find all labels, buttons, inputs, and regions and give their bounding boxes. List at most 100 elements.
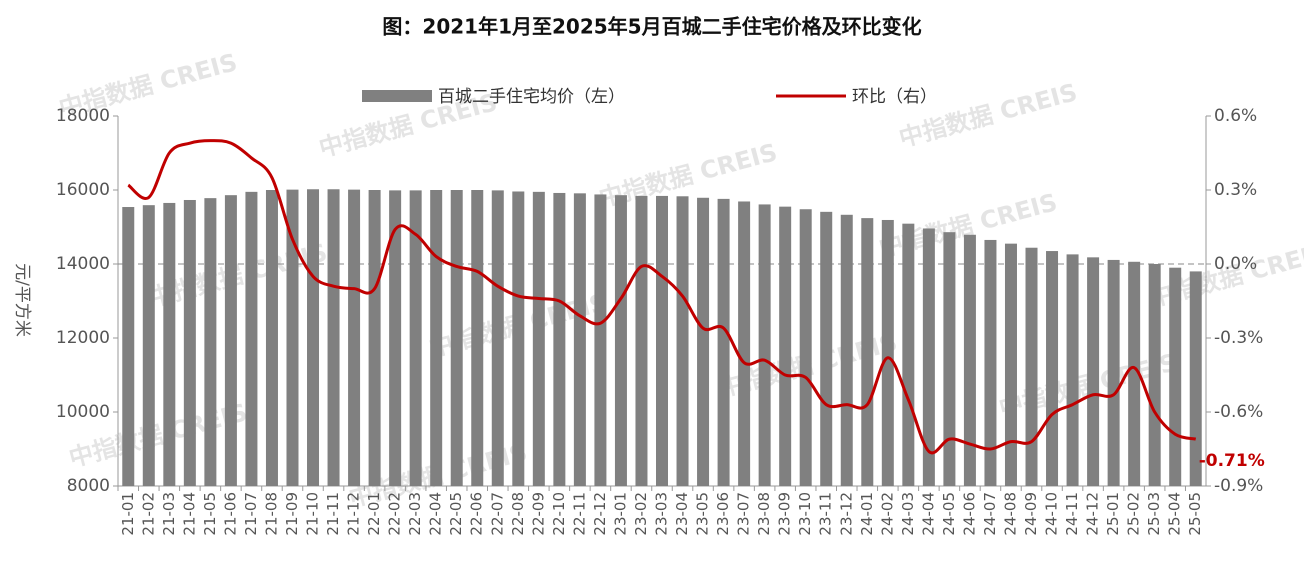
x-tick-label: 22-04 <box>427 492 445 536</box>
bar <box>1148 264 1161 486</box>
x-tick-label: 23-02 <box>632 492 650 536</box>
x-tick-label: 24-07 <box>981 492 999 536</box>
y-tick-label: 12000 <box>56 328 110 348</box>
x-tick-label: 21-06 <box>221 492 239 536</box>
x-tick-label: 22-11 <box>570 492 588 536</box>
bar <box>656 195 668 487</box>
x-tick-label: 22-12 <box>591 492 609 536</box>
y2-tick-label: -0.6% <box>1214 402 1263 422</box>
y-tick-label: 18000 <box>56 106 110 126</box>
x-tick-label: 24-06 <box>960 492 978 536</box>
x-tick-label: 23-08 <box>755 492 773 536</box>
x-tick-label: 24-03 <box>899 492 917 536</box>
bar <box>1004 243 1017 486</box>
bar <box>224 195 237 486</box>
x-tick-label: 23-06 <box>714 492 732 536</box>
bar <box>738 201 751 486</box>
y2-tick-label: 0.0% <box>1214 254 1257 274</box>
bar <box>676 196 689 487</box>
bar <box>430 190 443 486</box>
bar <box>122 207 135 486</box>
y2-tick-label: -0.3% <box>1214 328 1263 348</box>
x-tick-label: 21-05 <box>201 492 219 536</box>
legend-label: 百城二手住宅均价（左） <box>438 87 625 107</box>
data-label: -0.71% <box>1199 451 1265 471</box>
x-tick-label: 25-03 <box>1145 492 1163 536</box>
y-tick-label: 8000 <box>67 476 110 496</box>
x-tick-label: 23-01 <box>611 492 629 536</box>
bar <box>861 218 874 486</box>
x-tick-label: 21-12 <box>345 492 363 536</box>
x-tick-label: 25-04 <box>1166 492 1184 536</box>
bar <box>183 199 196 487</box>
x-tick-label: 23-11 <box>817 492 835 536</box>
x-tick-label: 24-09 <box>1022 492 1040 536</box>
x-tick-label: 25-02 <box>1125 492 1143 536</box>
bar <box>614 195 627 486</box>
y-axis-label: 元/平方米 <box>12 263 32 337</box>
bar <box>1087 257 1100 486</box>
x-tick-label: 25-01 <box>1104 492 1122 536</box>
y-tick-label: 16000 <box>56 180 110 200</box>
y-tick-label: 10000 <box>56 402 110 422</box>
x-tick-label: 21-04 <box>180 492 198 536</box>
x-tick-label: 22-02 <box>386 492 404 536</box>
x-tick-label: 21-11 <box>324 492 342 536</box>
bar <box>142 205 155 487</box>
x-tick-label: 21-03 <box>160 492 178 536</box>
bar <box>348 189 361 486</box>
x-tick-label: 23-07 <box>735 492 753 536</box>
bar <box>1128 261 1141 486</box>
bar <box>327 189 340 486</box>
x-tick-label: 21-09 <box>283 492 301 536</box>
bar <box>245 191 258 486</box>
x-tick-label: 22-01 <box>365 492 383 536</box>
x-tick-label: 23-09 <box>776 492 794 536</box>
bar <box>963 234 976 486</box>
bar <box>1025 247 1038 486</box>
x-tick-label: 22-10 <box>550 492 568 536</box>
bar <box>368 190 381 486</box>
y2-tick-label: 0.6% <box>1214 106 1257 126</box>
x-tick-label: 24-04 <box>919 492 937 536</box>
bar <box>163 202 176 486</box>
y2-tick-label: -0.9% <box>1214 476 1263 496</box>
legend-label: 环比（右） <box>852 87 937 107</box>
bar <box>779 206 792 486</box>
x-tick-label: 24-01 <box>858 492 876 536</box>
bar <box>697 197 710 486</box>
x-tick-label: 22-09 <box>529 492 547 536</box>
x-tick-label: 24-08 <box>1001 492 1019 536</box>
bar <box>286 189 299 486</box>
bar <box>984 239 997 486</box>
x-tick-label: 22-05 <box>447 492 465 536</box>
bar <box>471 190 484 486</box>
bar <box>902 223 915 487</box>
bar <box>265 190 278 486</box>
bar <box>840 214 853 487</box>
bar <box>409 190 422 486</box>
legend-swatch <box>362 90 432 102</box>
x-tick-label: 23-04 <box>673 492 691 536</box>
x-tick-label: 21-02 <box>139 492 157 536</box>
bar <box>881 219 894 486</box>
bar <box>204 198 217 486</box>
x-tick-label: 21-07 <box>242 492 260 536</box>
x-tick-label: 23-12 <box>837 492 855 536</box>
x-tick-label: 24-02 <box>878 492 896 536</box>
bar <box>922 228 935 487</box>
x-tick-label: 24-05 <box>940 492 958 536</box>
chart-title: 图：2021年1月至2025年5月百城二手住宅价格及环比变化 <box>382 15 921 39</box>
bar <box>1066 254 1079 486</box>
bar <box>1189 271 1202 486</box>
x-tick-label: 21-10 <box>304 492 322 536</box>
bar <box>594 194 607 486</box>
x-tick-label: 23-03 <box>653 492 671 536</box>
bar <box>799 209 812 487</box>
x-tick-label: 22-03 <box>406 492 424 536</box>
bar <box>1046 251 1059 486</box>
x-tick-label: 21-08 <box>262 492 280 536</box>
x-tick-label: 22-06 <box>468 492 486 536</box>
bar <box>512 191 525 487</box>
